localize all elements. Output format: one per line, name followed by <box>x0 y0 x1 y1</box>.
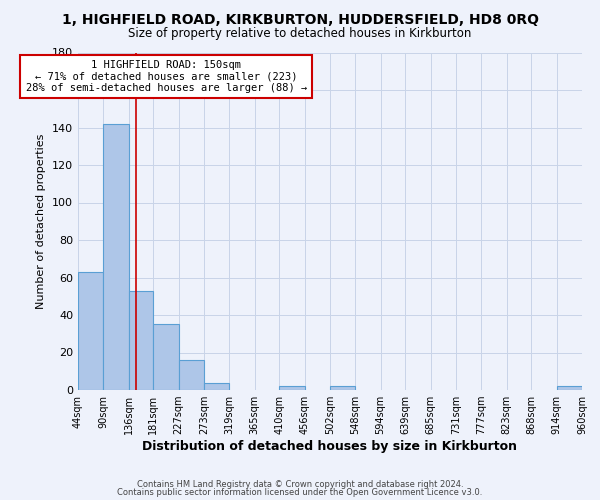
Text: 1, HIGHFIELD ROAD, KIRKBURTON, HUDDERSFIELD, HD8 0RQ: 1, HIGHFIELD ROAD, KIRKBURTON, HUDDERSFI… <box>62 12 539 26</box>
Bar <box>330 386 355 390</box>
Y-axis label: Number of detached properties: Number of detached properties <box>37 134 46 309</box>
Text: Contains HM Land Registry data © Crown copyright and database right 2024.: Contains HM Land Registry data © Crown c… <box>137 480 463 489</box>
Bar <box>280 386 305 390</box>
Bar <box>78 272 103 390</box>
Text: Size of property relative to detached houses in Kirkburton: Size of property relative to detached ho… <box>128 28 472 40</box>
X-axis label: Distribution of detached houses by size in Kirkburton: Distribution of detached houses by size … <box>143 440 517 453</box>
Bar <box>557 386 582 390</box>
Bar <box>103 124 128 390</box>
Text: 1 HIGHFIELD ROAD: 150sqm
← 71% of detached houses are smaller (223)
28% of semi-: 1 HIGHFIELD ROAD: 150sqm ← 71% of detach… <box>26 60 307 93</box>
Bar <box>128 290 154 390</box>
Bar <box>179 360 204 390</box>
Text: Contains public sector information licensed under the Open Government Licence v3: Contains public sector information licen… <box>118 488 482 497</box>
Bar <box>154 324 179 390</box>
Bar <box>204 382 229 390</box>
